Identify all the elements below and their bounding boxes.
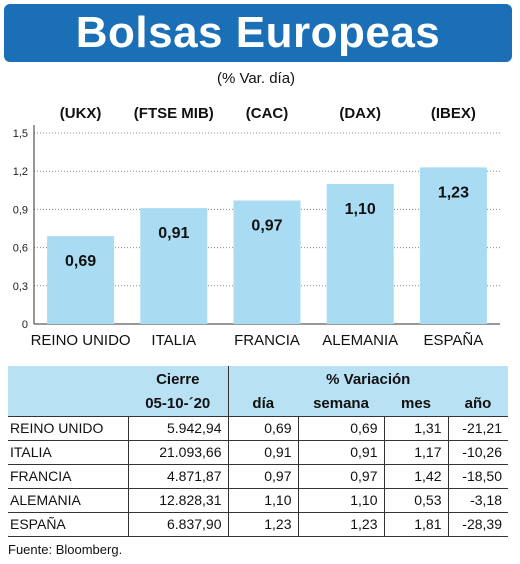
y-tick-label: 1,2 [13, 166, 28, 178]
table-header-cierre: Cierre [128, 366, 228, 392]
table-cell-semana: 1,10 [297, 488, 384, 513]
table-subheader-dia: día [227, 392, 298, 417]
table-cell-mes: 1,31 [383, 416, 448, 441]
bar-chart: 0 0,3 0,6 0,9 1,2 1,5 0,69 REINO UNIDO (UKX) 0,91… [13, 105, 500, 349]
y-tick-label: 1,5 [13, 128, 28, 140]
bar [326, 183, 394, 324]
index-label: (FTSE MIB) [134, 105, 214, 122]
y-tick-label: 0 [22, 319, 28, 331]
y-tick-label: 0,3 [13, 281, 28, 293]
table-cell-semana: 1,23 [297, 512, 384, 537]
table-cell-mes: 1,81 [383, 512, 448, 537]
bar [47, 236, 115, 324]
bar-value-label: 0,69 [65, 253, 96, 270]
table-cell-ano: -28,39 [447, 512, 508, 537]
table-header-blank [8, 366, 128, 392]
table-group-header-row: Cierre % Variación [8, 366, 508, 392]
page-title: Bolsas Europeas [75, 8, 441, 57]
table-cell-cierre: 21.093,66 [127, 440, 228, 465]
table-cell-semana: 0,91 [297, 440, 384, 465]
table-subheader-blank [8, 392, 128, 417]
table-cell-dia: 1,23 [227, 512, 298, 537]
table-cell-mes: 1,42 [383, 464, 448, 489]
title-bar: Bolsas Europeas [4, 4, 512, 62]
table-cell-dia: 1,10 [227, 488, 298, 513]
table-cell-cierre: 5.942,94 [127, 416, 228, 441]
table-cell-cierre: 6.837,90 [127, 512, 228, 537]
table-cell-country: ITALIA [8, 440, 128, 465]
bar [419, 167, 487, 324]
x-category-label: ESPAÑA [424, 332, 484, 349]
table-header-variacion: % Variación [227, 366, 508, 392]
table-cell-cierre: 4.871,87 [127, 464, 228, 489]
table-cell-cierre: 12.828,31 [127, 488, 228, 513]
table-cell-country: ESPAÑA [8, 512, 128, 537]
table-cell-country: ALEMANIA [8, 488, 128, 513]
bar [233, 200, 301, 324]
table-row: FRANCIA 4.871,87 0,97 0,97 1,42 -18,50 [8, 464, 508, 489]
table-subheader-ano: año [448, 392, 508, 417]
table-cell-ano: -18,50 [447, 464, 508, 489]
x-category-label: ITALIA [151, 332, 196, 349]
table-row: ALEMANIA 12.828,31 1,10 1,10 0,53 -3,18 [8, 488, 508, 513]
index-label: (DAX) [339, 105, 381, 122]
x-category-label: FRANCIA [234, 332, 300, 349]
table-cell-ano: -10,26 [447, 440, 508, 465]
index-label: (UKX) [60, 105, 102, 122]
source-note: Fuente: Bloomberg. [8, 542, 123, 557]
y-tick-label: 0,6 [13, 243, 28, 255]
table-cell-mes: 1,17 [383, 440, 448, 465]
table-cell-dia: 0,97 [227, 464, 298, 489]
table-row: ESPAÑA 6.837,90 1,23 1,23 1,81 -28,39 [8, 512, 508, 537]
bar-value-label: 0,97 [251, 217, 282, 234]
y-tick-label: 0,9 [13, 204, 28, 216]
x-category-label: REINO UNIDO [31, 332, 131, 349]
index-label: (CAC) [246, 105, 289, 122]
table-cell-mes: 0,53 [383, 488, 448, 513]
table-cell-dia: 0,69 [227, 416, 298, 441]
table-cell-ano: -21,21 [447, 416, 508, 441]
table-cell-ano: -3,18 [447, 488, 508, 513]
table-cell-country: FRANCIA [8, 464, 128, 489]
bar-value-label: 1,23 [438, 184, 469, 201]
table-cell-dia: 0,91 [227, 440, 298, 465]
x-category-label: ALEMANIA [322, 332, 398, 349]
chart-subtitle: (% Var. día) [216, 70, 296, 87]
table-cell-semana: 0,97 [297, 464, 384, 489]
bar-value-label: 1,10 [345, 201, 376, 218]
table-subheader-semana: semana [298, 392, 384, 417]
table-cell-country: REINO UNIDO [8, 416, 128, 441]
table-subheader-mes: mes [384, 392, 448, 417]
bar [140, 208, 208, 324]
table-cell-semana: 0,69 [297, 416, 384, 441]
bar-value-label: 0,91 [158, 225, 189, 242]
index-label: (IBEX) [431, 105, 476, 122]
market-table: Cierre % Variación 05-10-´20 día semana … [8, 366, 508, 537]
table-sub-header-row: 05-10-´20 día semana mes año [8, 392, 508, 417]
table-row: ITALIA 21.093,66 0,91 0,91 1,17 -10,26 [8, 440, 508, 465]
table-subheader-date: 05-10-´20 [128, 392, 228, 417]
table-row: REINO UNIDO 5.942,94 0,69 0,69 1,31 -21,21 [8, 416, 508, 441]
